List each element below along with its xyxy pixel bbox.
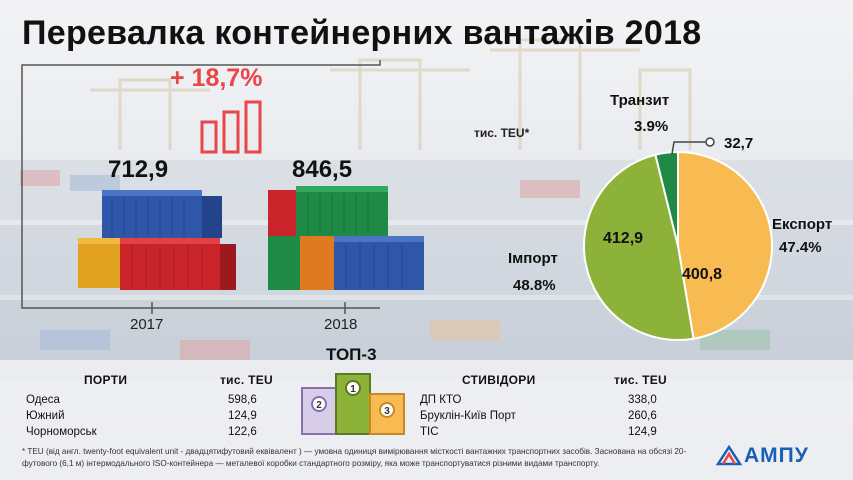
page-title: Перевалка контейнерних вантажів 2018 — [22, 14, 702, 52]
axis-lines — [21, 60, 381, 314]
export-percent: 47.4% — [779, 239, 822, 256]
year-label-2017: 2017 — [130, 316, 164, 333]
value-label-2018: 846,5 — [292, 156, 353, 183]
podium-place-2: 2 — [316, 400, 322, 411]
stevedore-name: ДП КТО — [420, 394, 462, 406]
top3-title: ТОП-3 — [326, 345, 377, 364]
transit-percent: 3.9% — [634, 118, 669, 135]
stevedore-value: 124,9 — [628, 426, 657, 438]
port-value: 122,6 — [228, 426, 257, 438]
stevedore-name: ТІС — [420, 426, 439, 438]
stevedore-name: Бруклін-Київ Порт — [420, 410, 516, 422]
export-value: 400,8 — [682, 266, 723, 283]
stevedore-value: 338,0 — [628, 394, 657, 406]
ampu-logo: АМПУ — [744, 444, 809, 467]
export-name: Експорт — [772, 216, 833, 233]
transit-name: Транзит — [610, 92, 670, 109]
podium-place-1: 1 — [350, 384, 356, 395]
port-name: Одеса — [26, 394, 60, 406]
podium-place-3: 3 — [384, 406, 390, 417]
transit-callout-line — [671, 141, 706, 155]
containers-2018 — [268, 186, 424, 290]
ampu-logo-mark-icon — [716, 444, 742, 466]
import-value: 412,9 — [603, 230, 644, 247]
import-name: Імпорт — [508, 250, 558, 267]
transit-slice — [654, 150, 679, 247]
stevedore-value: 260,6 — [628, 410, 657, 422]
podium-icon: 2 1 3 — [301, 373, 405, 435]
year-label-2018: 2018 — [324, 316, 358, 333]
transit-value: 32,7 — [724, 135, 754, 152]
transit-callout-dot — [705, 137, 715, 147]
growth-label: + 18,7% — [170, 64, 263, 92]
port-value: 124,9 — [228, 410, 257, 422]
ports-header: ПОРТИ — [84, 373, 128, 387]
import-percent: 48.8% — [513, 277, 556, 294]
ports-unit-header: тис. TEU — [220, 373, 273, 387]
footnote: * TEU (від англ. twenty-foot equivalent … — [22, 447, 687, 468]
export-slice — [677, 150, 773, 340]
growth-bars-icon — [200, 100, 262, 154]
stevedores-header: СТИВІДОРИ — [462, 373, 536, 387]
value-label-2017: 712,9 — [108, 156, 169, 183]
stevedores-unit-header: тис. TEU — [614, 373, 667, 387]
port-value: 598,6 — [228, 394, 257, 406]
port-name: Чорноморськ — [26, 426, 97, 438]
containers-2017 — [78, 190, 236, 290]
pie-unit-label: тис. TEU* — [474, 126, 530, 140]
port-name: Южний — [26, 410, 65, 422]
